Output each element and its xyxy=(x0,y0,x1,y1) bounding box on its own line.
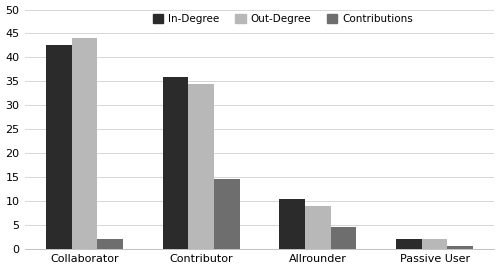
Bar xyxy=(188,84,214,249)
Bar xyxy=(422,239,448,249)
Bar xyxy=(72,38,98,249)
Legend: In-Degree, Out-Degree, Contributions: In-Degree, Out-Degree, Contributions xyxy=(148,10,418,28)
Bar xyxy=(46,45,72,249)
Bar xyxy=(280,199,305,249)
Bar xyxy=(214,180,240,249)
Bar xyxy=(330,227,356,249)
Bar xyxy=(305,206,330,249)
Bar xyxy=(162,77,188,249)
Bar xyxy=(396,239,421,249)
Bar xyxy=(98,239,123,249)
Bar xyxy=(448,247,473,249)
